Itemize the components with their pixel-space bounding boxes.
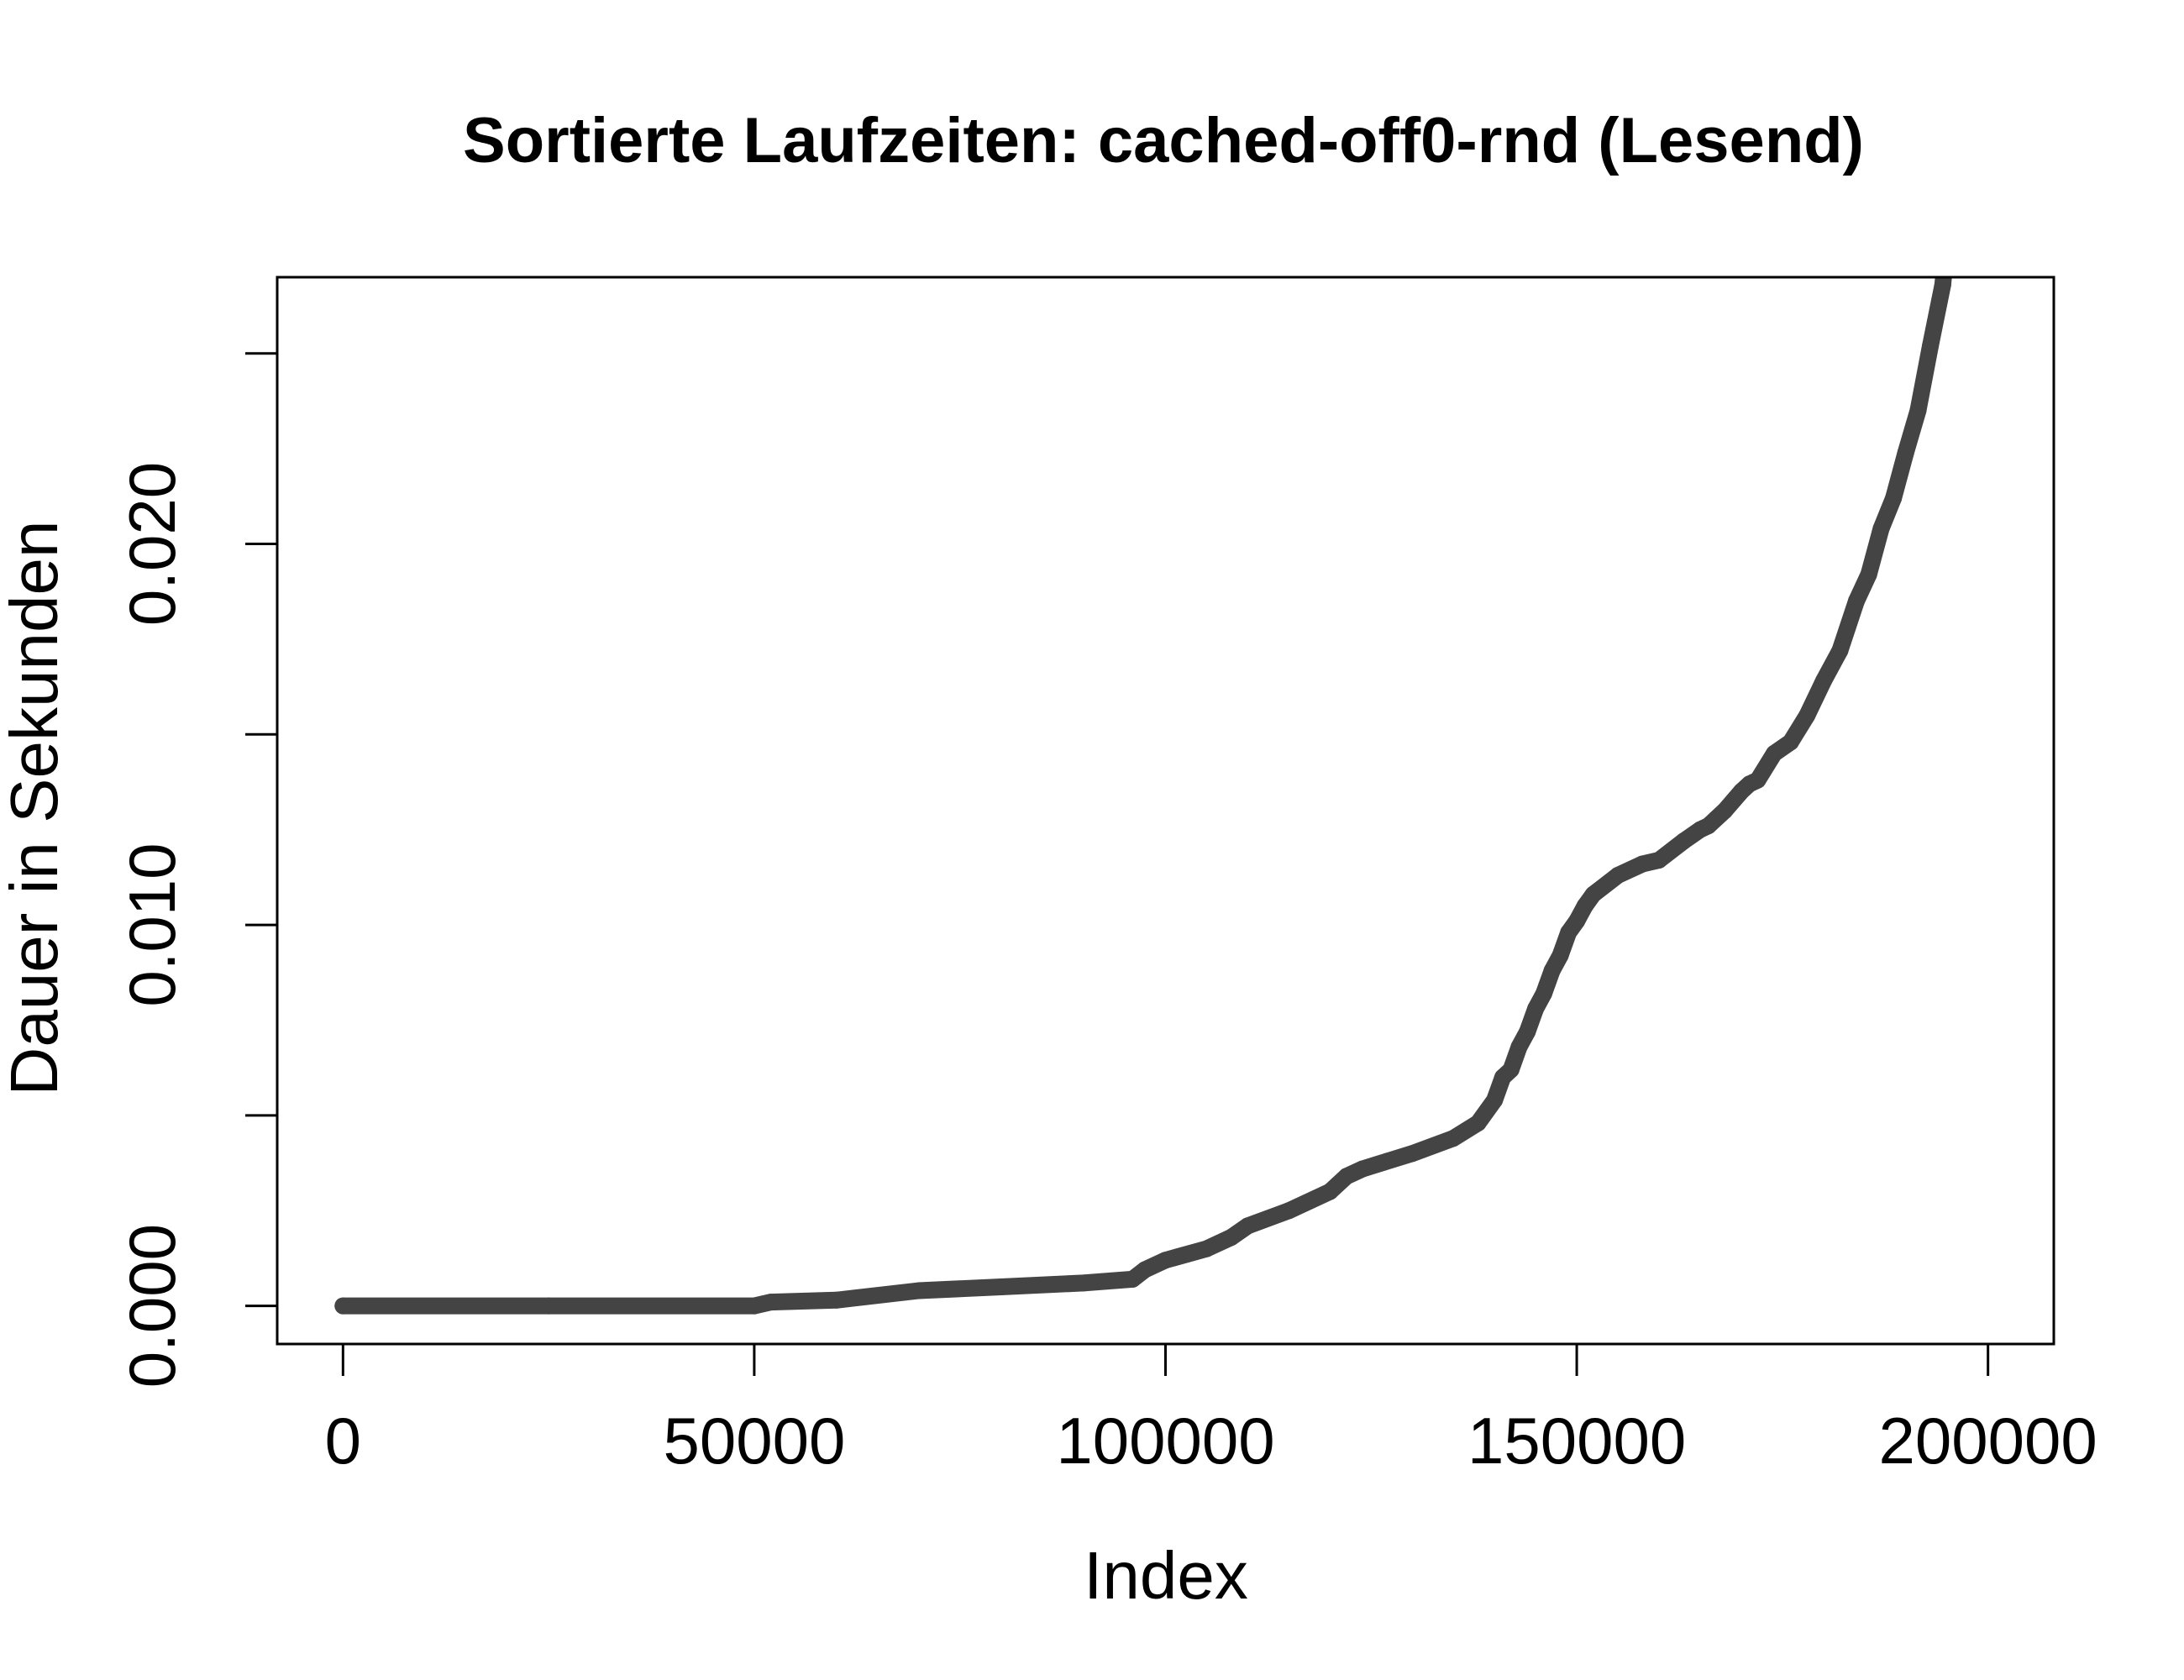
x-axis-label: Index <box>1084 1538 1248 1613</box>
data-point <box>1510 1038 1528 1056</box>
x-tick-label: 150000 <box>1467 1404 1686 1478</box>
data-point <box>1609 867 1626 885</box>
plot-frame <box>276 276 2055 1346</box>
x-tick-label: 100000 <box>1056 1404 1274 1478</box>
x-tick-label: 200000 <box>1879 1404 2097 1478</box>
y-axis: 0.000 0.010 0.020 <box>115 352 279 1388</box>
data-point <box>1941 212 1958 228</box>
data-point <box>1675 832 1693 850</box>
x-tick-label: 0 <box>325 1404 361 1478</box>
y-tick-label: 0.000 <box>115 1224 189 1388</box>
data-point <box>992 1278 1010 1295</box>
data-point <box>1699 817 1717 835</box>
data-point <box>1651 852 1667 869</box>
y-tick-label: 0.010 <box>115 843 189 1006</box>
data-point <box>1716 802 1734 819</box>
data-point <box>1074 1274 1092 1292</box>
data-point <box>1922 337 1940 354</box>
data-point <box>1519 1023 1536 1041</box>
data-point <box>1551 947 1569 964</box>
data-point <box>540 1297 558 1315</box>
data-point <box>1445 1130 1462 1147</box>
data-point <box>1634 855 1651 873</box>
data-point <box>1872 520 1890 538</box>
data-point <box>910 1282 927 1299</box>
data-point <box>1222 1229 1240 1246</box>
data-point <box>1749 771 1767 789</box>
y-axis-label: Dauer in Sekunden <box>0 521 71 1096</box>
data-point <box>1831 642 1849 659</box>
chart-title: Sortierte Laufzeiten: cached-off0-rnd (L… <box>463 105 1864 176</box>
x-tick-label: 50000 <box>663 1404 845 1478</box>
data-point <box>1137 1261 1153 1278</box>
data-point <box>1486 1091 1504 1109</box>
data-point <box>1766 745 1783 762</box>
data-point <box>1337 1168 1355 1185</box>
data-point <box>1239 1217 1257 1235</box>
data-point <box>334 1297 352 1315</box>
data-point <box>1354 1160 1372 1178</box>
data-point <box>1502 1061 1520 1079</box>
data-point <box>1814 672 1832 690</box>
data-point <box>1124 1270 1142 1288</box>
data-point <box>1280 1202 1298 1220</box>
data-point <box>1885 490 1903 507</box>
data-point <box>1321 1183 1339 1200</box>
series-line <box>334 277 1952 1315</box>
data-point <box>745 1297 763 1315</box>
data-point <box>1848 592 1865 610</box>
data-point <box>1198 1240 1215 1257</box>
data-point <box>827 1291 845 1309</box>
data-point <box>1934 277 1951 294</box>
data-point <box>1860 565 1877 583</box>
data-point <box>1568 912 1586 930</box>
data-point <box>1798 706 1816 724</box>
data-point <box>1157 1252 1174 1269</box>
data-point <box>1543 962 1561 979</box>
data-point <box>1897 444 1914 461</box>
data-point <box>1782 733 1799 751</box>
data-point <box>1469 1114 1487 1131</box>
data-point <box>1527 1000 1545 1017</box>
data-point <box>1535 984 1552 1002</box>
x-axis: 0 50000 100000 150000 200000 <box>325 1342 2097 1478</box>
y-tick-label: 0.020 <box>115 462 189 626</box>
data-point <box>1404 1145 1421 1163</box>
series-layer <box>334 212 1958 1315</box>
data-point <box>1909 402 1927 419</box>
data-point <box>762 1294 780 1311</box>
data-point <box>1584 885 1602 903</box>
